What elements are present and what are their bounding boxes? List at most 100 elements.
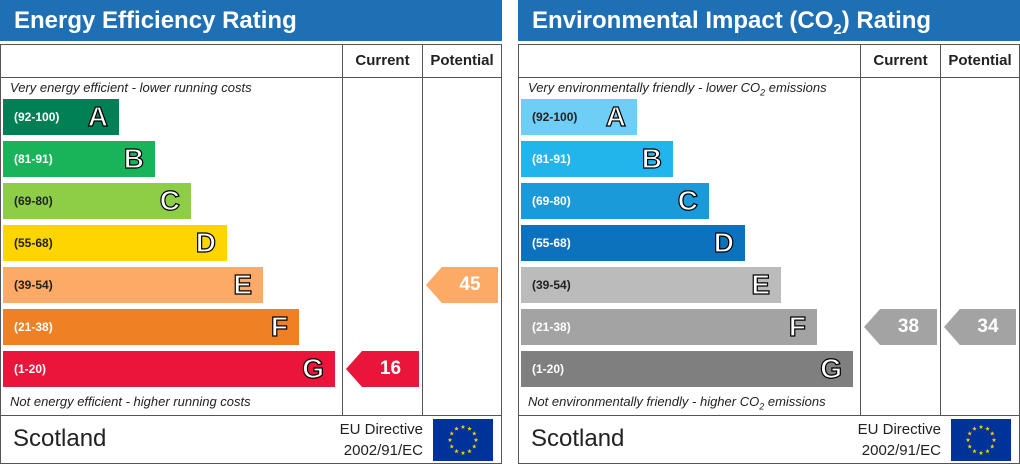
band-letter: E bbox=[233, 268, 253, 300]
band-letter: E bbox=[751, 268, 771, 300]
current-column-header: Current bbox=[355, 52, 410, 69]
band-range-label: (81-91) bbox=[14, 152, 53, 166]
potential-rating-arrow: 34 bbox=[944, 309, 1016, 345]
eu-star-icon bbox=[991, 437, 997, 442]
eu-star-icon bbox=[447, 437, 453, 442]
band-range-label: (21-38) bbox=[14, 320, 53, 334]
header-divider bbox=[1, 77, 501, 78]
bottom-note: Not energy efficient - higher running co… bbox=[10, 394, 251, 409]
eu-star-icon bbox=[471, 431, 477, 436]
bottom-note: Not environmentally friendly - higher CO… bbox=[528, 394, 826, 412]
band-range-label: (69-80) bbox=[532, 194, 571, 208]
rating-band-a: (92-100) A bbox=[521, 99, 637, 135]
rating-band-g: (1-20) G bbox=[521, 351, 853, 387]
potential-column-header: Potential bbox=[948, 52, 1012, 69]
band-range-label: (92-100) bbox=[532, 110, 578, 124]
potential-rating-arrow: 45 bbox=[426, 267, 498, 303]
eu-star-icon bbox=[972, 448, 977, 454]
band-letter: F bbox=[788, 310, 806, 342]
band-range-label: (1-20) bbox=[532, 362, 565, 376]
top-note: Very energy efficient - lower running co… bbox=[10, 80, 252, 95]
directive-line2: 2002/91/EC bbox=[861, 442, 941, 459]
band-range-label: (55-68) bbox=[532, 236, 571, 250]
eu-star-icon bbox=[460, 450, 466, 455]
rating-table: Current Potential Very energy efficient … bbox=[0, 44, 502, 464]
band-letter: B bbox=[123, 142, 144, 174]
eu-directive: EU Directive 2002/91/EC bbox=[845, 419, 941, 461]
rating-band-e: (39-54) E bbox=[521, 267, 781, 303]
band-range-label: (1-20) bbox=[14, 362, 47, 376]
eu-star-icon bbox=[454, 448, 459, 454]
potential-column-header: Potential bbox=[430, 52, 494, 69]
directive-line1: EU Directive bbox=[339, 421, 423, 438]
eu-star-icon bbox=[978, 424, 984, 429]
current-rating-arrow: 38 bbox=[864, 309, 937, 345]
band-letter: G bbox=[820, 352, 843, 384]
eu-star-icon bbox=[454, 426, 459, 431]
eu-star-icon bbox=[473, 437, 479, 442]
eu-flag-icon bbox=[433, 419, 493, 461]
eu-star-icon bbox=[985, 426, 990, 431]
directive-line2: 2002/91/EC bbox=[343, 442, 423, 459]
footer-divider bbox=[519, 415, 1019, 416]
eu-star-icon bbox=[471, 444, 477, 449]
footer-divider bbox=[1, 415, 501, 416]
band-range-label: (81-91) bbox=[532, 152, 571, 166]
band-letter: D bbox=[195, 226, 216, 258]
eu-star-icon bbox=[985, 448, 990, 454]
eu-flag-icon bbox=[951, 419, 1011, 461]
energy-efficiency-panel: Energy Efficiency Rating Current Potenti… bbox=[0, 0, 502, 464]
rating-band-f: (21-38) F bbox=[3, 309, 299, 345]
band-range-label: (21-38) bbox=[532, 320, 571, 334]
rating-table: Current Potential Very environmentally f… bbox=[518, 44, 1020, 464]
eu-directive: EU Directive 2002/91/EC bbox=[327, 419, 423, 461]
band-range-label: (39-54) bbox=[532, 278, 571, 292]
rating-band-b: (81-91) B bbox=[521, 141, 673, 177]
band-letter: C bbox=[159, 184, 180, 216]
band-letter: D bbox=[713, 226, 734, 258]
eu-star-icon bbox=[460, 424, 466, 429]
eu-star-icon bbox=[449, 431, 455, 436]
country-label: Scotland bbox=[13, 425, 107, 452]
band-range-label: (69-80) bbox=[14, 194, 53, 208]
band-letter: A bbox=[87, 100, 108, 132]
directive-line1: EU Directive bbox=[857, 421, 941, 438]
band-range-label: (92-100) bbox=[14, 110, 60, 124]
eu-star-icon bbox=[467, 448, 472, 454]
column-divider bbox=[860, 45, 861, 415]
panel-title: Environmental Impact (CO2) Rating bbox=[518, 0, 1020, 41]
header-divider bbox=[519, 77, 1019, 78]
band-letter: G bbox=[302, 352, 325, 384]
rating-band-g: (1-20) G bbox=[3, 351, 335, 387]
eu-star-icon bbox=[972, 426, 977, 431]
band-letter: A bbox=[605, 100, 626, 132]
band-letter: B bbox=[641, 142, 662, 174]
band-range-label: (39-54) bbox=[14, 278, 53, 292]
rating-band-d: (55-68) D bbox=[521, 225, 745, 261]
rating-band-a: (92-100) A bbox=[3, 99, 119, 135]
band-letter: C bbox=[677, 184, 698, 216]
eu-star-icon bbox=[989, 431, 995, 436]
eu-star-icon bbox=[467, 426, 472, 431]
rating-band-e: (39-54) E bbox=[3, 267, 263, 303]
band-range-label: (55-68) bbox=[14, 236, 53, 250]
eu-star-icon bbox=[989, 444, 995, 449]
eu-star-icon bbox=[449, 444, 455, 449]
rating-band-b: (81-91) B bbox=[3, 141, 155, 177]
panel-title: Energy Efficiency Rating bbox=[0, 0, 502, 41]
current-column-header: Current bbox=[873, 52, 928, 69]
column-divider bbox=[342, 45, 343, 415]
column-divider bbox=[940, 45, 941, 415]
band-letter: F bbox=[270, 310, 288, 342]
rating-band-c: (69-80) C bbox=[521, 183, 709, 219]
eu-star-icon bbox=[967, 444, 973, 449]
environmental-impact-panel: Environmental Impact (CO2) Rating Curren… bbox=[518, 0, 1020, 464]
rating-band-f: (21-38) F bbox=[521, 309, 817, 345]
current-rating-arrow: 16 bbox=[346, 351, 419, 387]
eu-star-icon bbox=[965, 437, 971, 442]
eu-star-icon bbox=[978, 450, 984, 455]
rating-band-d: (55-68) D bbox=[3, 225, 227, 261]
country-label: Scotland bbox=[531, 425, 625, 452]
rating-band-c: (69-80) C bbox=[3, 183, 191, 219]
top-note: Very environmentally friendly - lower CO… bbox=[528, 80, 827, 98]
